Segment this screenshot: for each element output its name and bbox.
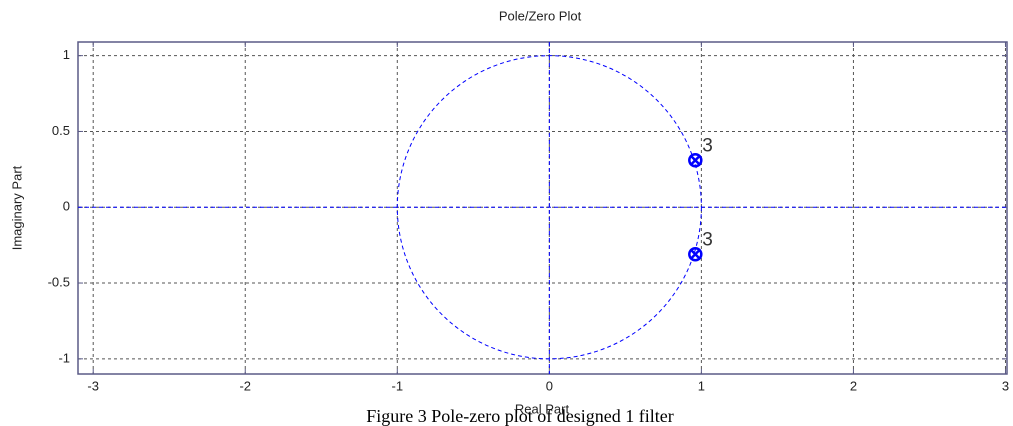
x-tick-label: 1 [698, 378, 705, 393]
zero-marker [688, 152, 703, 168]
x-tick-label: 2 [850, 378, 857, 393]
y-tick-label: 1 [63, 47, 70, 62]
pole-marker [689, 248, 702, 261]
pole-marker [689, 154, 702, 167]
x-axis-label: Real Part [515, 401, 570, 416]
y-tick-label: 0.5 [52, 123, 70, 138]
unit-circle [396, 55, 702, 360]
zero-marker [688, 246, 703, 262]
caption: Figure 3 Pole-zero plot of designed 1 fi… [366, 406, 673, 426]
x-tick-label: -3 [87, 378, 99, 393]
axes-frame [77, 41, 1008, 375]
chart-title: Pole/Zero Plot [499, 8, 582, 23]
y-tick-label: 0 [63, 199, 70, 214]
multiplicity-label: 3 [702, 135, 713, 156]
x-tick-label: 3 [1002, 378, 1009, 393]
y-tick-label: -0.5 [48, 274, 70, 289]
multiplicity-label: 3 [702, 229, 713, 250]
x-tick-label: 0 [546, 378, 553, 393]
y-axis-label: Imaginary Part [9, 165, 24, 250]
y-tick-label: -1 [58, 350, 70, 365]
x-tick-label: -2 [239, 378, 251, 393]
x-tick-label: -1 [392, 378, 404, 393]
